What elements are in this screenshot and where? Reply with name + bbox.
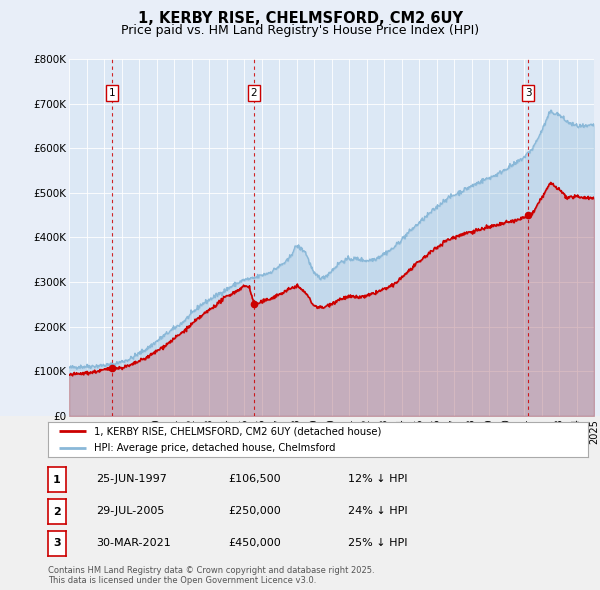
Text: £450,000: £450,000 <box>228 538 281 548</box>
Text: Price paid vs. HM Land Registry's House Price Index (HPI): Price paid vs. HM Land Registry's House … <box>121 24 479 37</box>
Text: 29-JUL-2005: 29-JUL-2005 <box>96 506 164 516</box>
Text: 2: 2 <box>53 507 61 516</box>
Text: £250,000: £250,000 <box>228 506 281 516</box>
Text: 25% ↓ HPI: 25% ↓ HPI <box>348 538 407 548</box>
Text: 1: 1 <box>109 88 116 98</box>
Text: £106,500: £106,500 <box>228 474 281 484</box>
Text: 2: 2 <box>251 88 257 98</box>
Text: 3: 3 <box>525 88 532 98</box>
Text: Contains HM Land Registry data © Crown copyright and database right 2025.
This d: Contains HM Land Registry data © Crown c… <box>48 566 374 585</box>
Text: 1: 1 <box>53 475 61 484</box>
Text: 12% ↓ HPI: 12% ↓ HPI <box>348 474 407 484</box>
Text: 3: 3 <box>53 539 61 548</box>
Text: 1, KERBY RISE, CHELMSFORD, CM2 6UY: 1, KERBY RISE, CHELMSFORD, CM2 6UY <box>137 11 463 25</box>
Text: 1, KERBY RISE, CHELMSFORD, CM2 6UY (detached house): 1, KERBY RISE, CHELMSFORD, CM2 6UY (deta… <box>94 427 381 437</box>
Text: HPI: Average price, detached house, Chelmsford: HPI: Average price, detached house, Chel… <box>94 442 335 453</box>
Text: 30-MAR-2021: 30-MAR-2021 <box>96 538 171 548</box>
Text: 24% ↓ HPI: 24% ↓ HPI <box>348 506 407 516</box>
Text: 25-JUN-1997: 25-JUN-1997 <box>96 474 167 484</box>
